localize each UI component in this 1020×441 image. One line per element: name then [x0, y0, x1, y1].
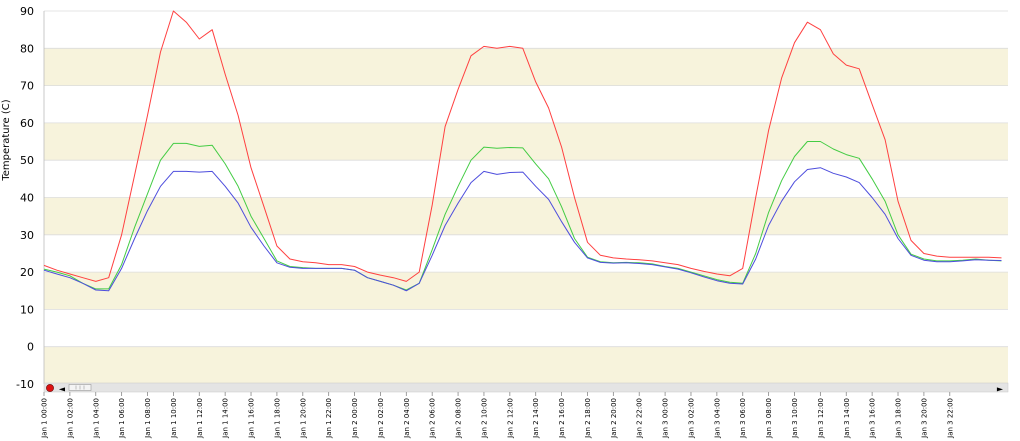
y-axis-ticks: -10 0 10 20 30 40 50 60 70 80 90 [16, 5, 34, 391]
x-tick-label: Jan 3 06:00 [739, 398, 747, 439]
x-tick-label: Jan 1 20:00 [299, 398, 307, 439]
x-tick-label: Jan 2 00:00 [351, 398, 359, 439]
x-tick-label: Jan 1 16:00 [248, 398, 256, 439]
y-tick-label: 30 [20, 229, 34, 242]
x-tick-label: Jan 3 12:00 [817, 398, 825, 439]
x-tick-label: Jan 2 14:00 [532, 398, 540, 439]
plot-band [44, 48, 1008, 86]
y-tick-label: 90 [20, 5, 34, 18]
x-tick-label: Jan 1 22:00 [325, 398, 333, 439]
x-tick-label: Jan 3 08:00 [765, 398, 773, 439]
x-tick-label: Jan 1 12:00 [196, 398, 204, 439]
y-tick-label: 0 [27, 341, 34, 354]
x-tick-label: Jan 3 18:00 [895, 398, 903, 439]
x-tick-label: Jan 3 00:00 [662, 398, 670, 439]
x-tick-label: Jan 3 10:00 [791, 398, 799, 439]
plot-band [44, 272, 1008, 310]
x-tick-label: Jan 1 18:00 [273, 398, 281, 439]
x-tick-label: Jan 2 18:00 [584, 398, 592, 439]
x-tick-label: Jan 1 08:00 [144, 398, 152, 439]
x-tick-label: Jan 1 00:00 [41, 398, 49, 439]
x-tick-label: Jan 1 06:00 [118, 398, 126, 439]
x-tick-label: Jan 3 02:00 [688, 398, 696, 439]
x-tick-label: Jan 2 02:00 [377, 398, 385, 439]
plot-band [44, 85, 1008, 123]
x-tick-label: Jan 3 16:00 [869, 398, 877, 439]
y-axis-label: Temperature (C) [1, 99, 12, 181]
x-tick-label: Jan 2 20:00 [610, 398, 618, 439]
series-line-1 [43, 10, 1002, 282]
y-tick-label: 70 [20, 80, 34, 93]
y-tick-label: 20 [20, 266, 34, 279]
horizontal-scrollbar[interactable]: ◄ ► [43, 382, 1009, 394]
series-lines [43, 10, 1002, 292]
x-tick-label: Jan 2 10:00 [480, 398, 488, 439]
x-tick-label: Jan 1 02:00 [66, 398, 74, 439]
plot-band [44, 160, 1008, 198]
y-tick-label: 60 [20, 117, 34, 130]
x-tick-label: Jan 2 08:00 [455, 398, 463, 439]
series-line-3 [43, 167, 1002, 292]
x-tick-label: Jan 2 22:00 [636, 398, 644, 439]
record-indicator-icon[interactable] [46, 384, 54, 392]
plot-band [44, 309, 1008, 347]
x-tick-label: Jan 3 20:00 [920, 398, 928, 439]
x-tick-label: Jan 3 14:00 [843, 398, 851, 439]
x-tick-label: Jan 2 06:00 [429, 398, 437, 439]
plot-background-bands [44, 11, 1008, 384]
scroll-left-arrow-icon[interactable]: ◄ [59, 385, 66, 394]
x-tick-label: Jan 3 22:00 [946, 398, 954, 439]
plot-band [44, 197, 1008, 235]
x-tick-label: Jan 2 16:00 [558, 398, 566, 439]
scroll-right-arrow-icon[interactable]: ► [997, 385, 1004, 394]
x-axis-ticks: Jan 1 00:00 Jan 1 02:00 Jan 1 04:00 Jan 1 0… [41, 392, 954, 439]
x-tick-label: Jan 1 10:00 [170, 398, 178, 439]
plot-band [44, 11, 1008, 49]
x-tick-label: Jan 3 04:00 [713, 398, 721, 439]
y-tick-label: 10 [20, 303, 34, 316]
x-tick-label: Jan 1 14:00 [222, 398, 230, 439]
plot-band [44, 234, 1008, 273]
x-tick-label: Jan 2 12:00 [506, 398, 514, 439]
y-tick-label: 80 [20, 42, 34, 55]
y-tick-label: 40 [20, 192, 34, 205]
plot-band [44, 122, 1008, 161]
scrollbar-track[interactable] [43, 382, 1009, 393]
x-tick-label: Jan 1 04:00 [92, 398, 100, 439]
plot-band [44, 346, 1008, 384]
series-line-2 [43, 141, 1002, 291]
x-tick-label: Jan 2 04:00 [403, 398, 411, 439]
y-tick-label: -10 [16, 378, 34, 391]
y-tick-label: 50 [20, 154, 34, 167]
